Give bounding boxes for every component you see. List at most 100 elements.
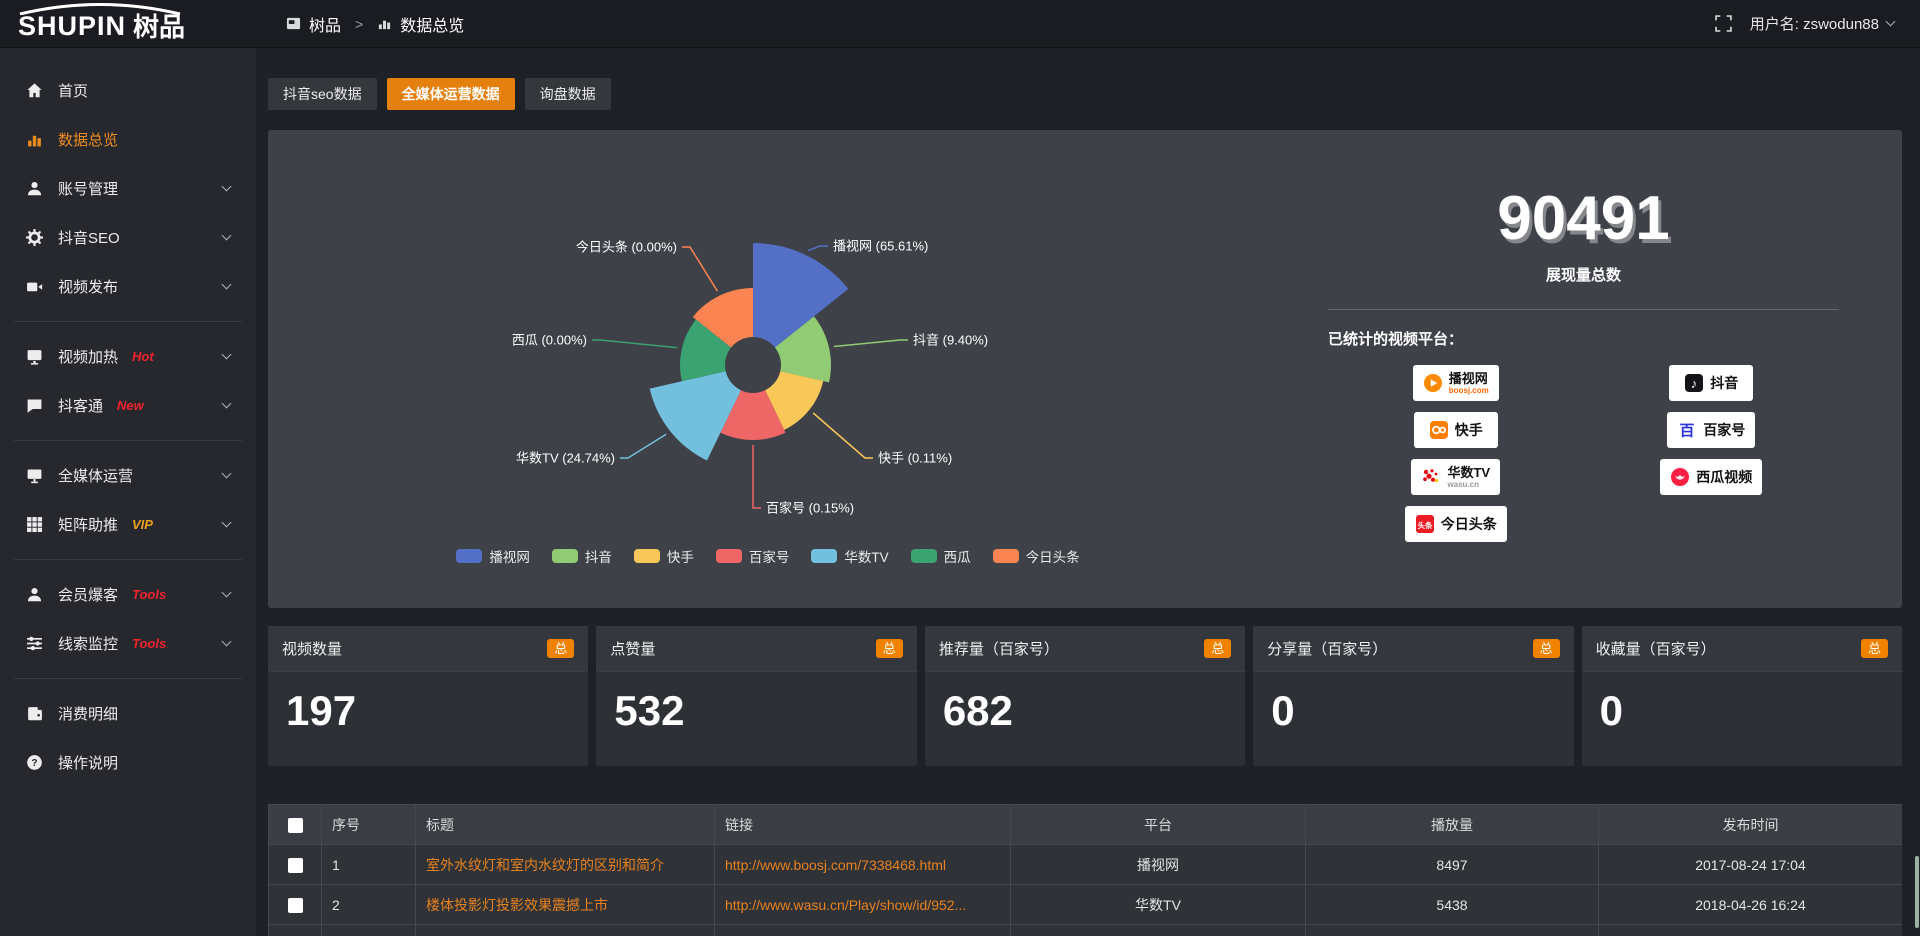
chevron-down-icon [221, 279, 232, 290]
platform-badge-抖音[interactable]: ♪ 抖音 [1669, 365, 1754, 401]
kuaishou-logo-icon [1429, 421, 1448, 439]
video-camera-icon [27, 282, 43, 292]
chevron-down-icon [221, 468, 232, 479]
sidebar-item-10[interactable]: 线索监控 Tools [0, 619, 256, 668]
douyin-logo-icon: ♪ [1685, 374, 1704, 392]
wasu-logo-icon [1423, 469, 1439, 483]
user-icon [27, 182, 42, 196]
fullscreen-icon[interactable] [1714, 15, 1732, 32]
sidebar-item-1[interactable]: 数据总览 [0, 115, 256, 164]
sliders-icon [27, 636, 42, 651]
breadcrumb-root[interactable]: 树品 [309, 17, 342, 35]
stat-card-4: 收藏量（百家号） 总 0 [1581, 626, 1903, 766]
breadcrumb-current[interactable]: 数据总览 [400, 17, 465, 35]
stats-row: 视频数量总 197 点赞量总 532 推荐量（百家号）总 682 分享量（百家号）总 0 收藏量… [268, 626, 1903, 766]
tab-2[interactable]: 询盘数据 [524, 78, 611, 110]
title-cell[interactable]: 楼体投影灯投影效果震撼上市 [415, 884, 715, 925]
sidebar-item-tag: VIP [132, 517, 153, 532]
user-menu[interactable]: 用户名: zswodun88 [1750, 13, 1896, 34]
select-all-checkbox[interactable] [287, 817, 303, 833]
sidebar-item-label: 账号管理 [58, 181, 119, 198]
sidebar-item-tag: Hot [132, 349, 154, 364]
link-cell[interactable]: http://www.boosj.com/7338468.html [714, 844, 1011, 885]
row-checkbox[interactable] [287, 857, 303, 873]
table-row: 1 室外水纹灯和室内水纹灯的区别和简介 http://www.boosj.com/7… [268, 844, 1902, 885]
sidebar-item-label: 抖客通 [58, 398, 104, 415]
summary-panel: 90491 展现量总数 已统计的视频平台： 播视网 boosj.com ♪ 抖音 快手 百… [1328, 130, 1839, 608]
chart-bars-icon [379, 20, 391, 30]
stat-card-header: 推荐量（百家号） 总 [924, 626, 1246, 672]
sidebar-item-2[interactable]: 账号管理 [0, 164, 256, 213]
pie-slice-3[interactable] [720, 390, 786, 441]
legend-item-0[interactable]: 播视网 [456, 546, 530, 566]
platform-badge-快手[interactable]: 快手 [1413, 412, 1498, 448]
pie-label-line [620, 433, 667, 459]
sidebar-item-5[interactable]: 视频加热 Hot [0, 332, 256, 381]
platform-name: 华数TV [1447, 464, 1491, 480]
platform-badge-华数TV[interactable]: 华数TV wasu.cn [1411, 459, 1501, 495]
top-header: SHUPIN 树品 树品 > 数据总览 用户名: zswodun88 [0, 0, 1920, 48]
baijiahao-logo-icon: 百 [1680, 423, 1695, 440]
sidebar-item-8[interactable]: 矩阵助推 VIP [0, 500, 256, 549]
sidebar-item-12[interactable]: ? 操作说明 [0, 738, 256, 787]
platform-name: 播视网 [1448, 370, 1488, 386]
pie-slice-6[interactable] [692, 288, 753, 348]
legend-swatch [910, 549, 937, 563]
platform-badge-今日头条[interactable]: 头条 今日头条 [1404, 506, 1507, 542]
row-checkbox[interactable] [287, 897, 303, 913]
pie-label-line [812, 412, 873, 459]
platform-badge-播视网[interactable]: 播视网 boosj.com [1412, 365, 1499, 401]
pie-slice-4[interactable] [649, 371, 741, 461]
pie-label-line [833, 339, 908, 348]
legend-label: 今日头条 [1025, 550, 1080, 565]
legend-item-1[interactable]: 抖音 [551, 546, 612, 566]
column-header-3: 平台 [1010, 804, 1306, 845]
title-cell[interactable]: 室外水纹灯和室内水纹灯的区别和简介 [415, 844, 715, 885]
sidebar-item-11[interactable]: 消费明细 [0, 689, 256, 738]
app-logo[interactable]: SHUPIN 树品 [0, 0, 256, 48]
videos-table: 序号 标题 链接 平台 播放量 发布时间 1 室外水纹灯和室内水纹灯的区别和简介 http://… [268, 804, 1902, 936]
platform-name: 百家号 [1703, 422, 1746, 438]
legend-item-4[interactable]: 华数TV [811, 546, 889, 566]
sidebar-item-6[interactable]: 抖客通 New [0, 381, 256, 430]
sidebar-item-3[interactable]: 抖音SEO [0, 213, 256, 262]
chat-bubble-icon [27, 399, 42, 413]
chevron-down-icon [221, 636, 232, 647]
pie-slice-2[interactable] [765, 371, 824, 430]
stat-card-value: 0 [1271, 687, 1295, 734]
sidebar-item-9[interactable]: 会员爆客 Tools [0, 570, 256, 619]
sidebar-item-7[interactable]: 全媒体运营 [0, 451, 256, 500]
breadcrumb-separator: > [355, 15, 364, 32]
legend-label: 播视网 [489, 550, 530, 565]
scrollbar-thumb[interactable] [1915, 856, 1919, 928]
pie-slice-0[interactable] [753, 243, 849, 348]
platform-badge-百家号[interactable]: 百百家号 [1667, 412, 1756, 448]
table-row: 2 楼体投影灯投影效果震撼上市 http://www.wasu.cn/Play/sh… [268, 884, 1902, 925]
tab-0[interactable]: 抖音seo数据 [268, 78, 377, 110]
sidebar-item-0[interactable]: 首页 [0, 66, 256, 115]
total-badge: 总 [1204, 639, 1232, 658]
tab-1[interactable]: 全媒体运营数据 [386, 78, 515, 110]
stat-card-1: 点赞量 总 532 [596, 626, 917, 766]
pie-label-line [752, 445, 761, 509]
link-cell[interactable]: http://www.wasu.cn/Play/show/id/952... [714, 884, 1011, 925]
stat-card-title: 视频数量 [282, 641, 343, 658]
legend-item-5[interactable]: 西瓜 [910, 546, 971, 566]
pie-slice-5[interactable] [679, 319, 732, 382]
sidebar-divider [14, 440, 242, 441]
legend-swatch [551, 549, 578, 563]
legend-item-2[interactable]: 快手 [633, 546, 694, 566]
legend-item-6[interactable]: 今日头条 [992, 546, 1080, 566]
sidebar-item-4[interactable]: 视频发布 [0, 262, 256, 311]
legend-label: 西瓜 [943, 550, 971, 565]
legend-item-3[interactable]: 百家号 [715, 546, 789, 566]
pie-label-line [807, 245, 828, 252]
time-cell: 2017-08-24 17:04 [1598, 844, 1902, 885]
legend-swatch [715, 549, 742, 563]
pie-slice-1[interactable] [774, 316, 831, 383]
pie-label: 华数TV (24.74%) [516, 451, 615, 466]
stat-card-value: 0 [1599, 687, 1623, 734]
platform-badge-西瓜视频[interactable]: 西瓜视频 [1660, 459, 1763, 495]
column-header-5: 发布时间 [1598, 804, 1902, 845]
summary-divider [1328, 309, 1839, 310]
